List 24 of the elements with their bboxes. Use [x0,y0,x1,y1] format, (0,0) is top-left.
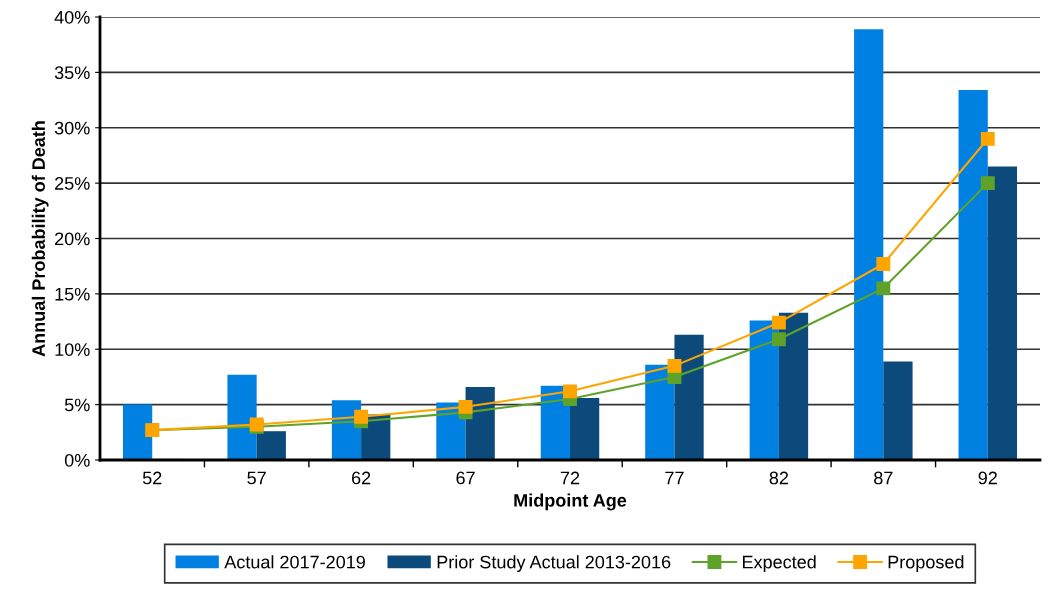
y-tick-label: 10% [55,343,90,356]
x-axis-title: Midpoint Age [514,493,627,511]
y-tick-label: 5% [64,398,90,412]
legend-label: Prior Study Actual 2013-2016 [437,555,671,572]
x-tick-label: 52 [142,471,162,485]
y-tick-label: 40% [54,10,90,24]
y-tick-label: 15% [55,287,90,301]
y-tick-label: 30% [54,121,90,135]
y-axis-title: Annual Probability of Death [31,121,49,357]
x-tick-label: 62 [351,471,371,485]
y-tick-label: 25% [55,177,90,190]
x-tick-label: 82 [769,471,789,485]
legend-label: Actual 2017-2019 [224,555,365,569]
x-tick-label: 77 [665,471,684,485]
y-tick-label: 20% [55,232,90,246]
x-tick-label: 72 [560,471,580,485]
x-tick-label: 67 [456,471,475,485]
legend-label: Proposed [888,555,964,572]
y-tick-label: 0% [64,453,90,467]
x-tick-label: 92 [978,471,997,485]
y-tick-label: 35% [54,66,90,80]
x-tick-label: 87 [874,471,893,485]
x-tick-label: 57 [247,471,266,485]
legend-label: Expected [742,555,816,572]
